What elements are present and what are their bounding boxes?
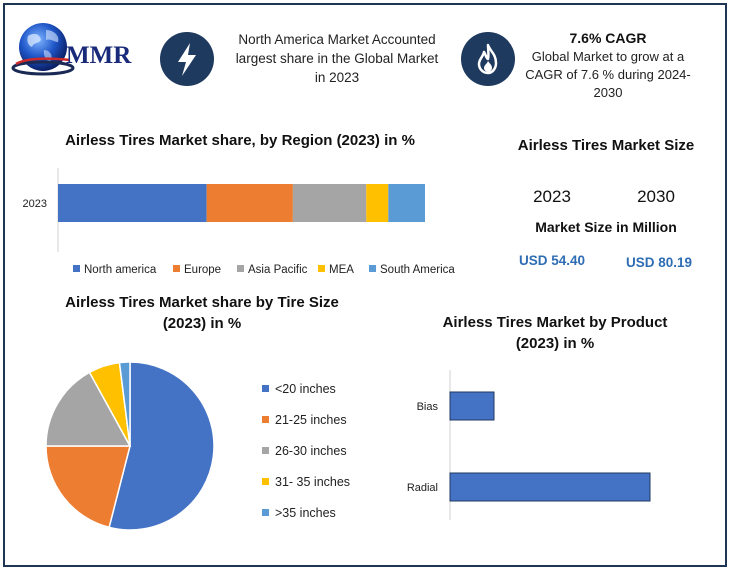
market-size-year-2030: 2030 — [637, 187, 675, 206]
region-legend-swatch — [237, 265, 244, 272]
market-size-title: Airless Tires Market Size — [517, 137, 695, 154]
region-legend-swatch — [369, 265, 376, 272]
product-bar-bias — [449, 391, 495, 421]
logo: MMR — [10, 18, 150, 82]
pie-legend-swatch — [262, 509, 269, 517]
product-category-label: Radial — [407, 482, 438, 494]
region-legend-label: MEA — [329, 264, 354, 276]
region-chart-title: Airless Tires Market share, by Region (2… — [65, 132, 415, 149]
tire-size-pie-chart — [45, 361, 215, 531]
pie-legend-swatch — [262, 385, 269, 393]
market-size-value-2023: USD 54.40 — [519, 253, 586, 268]
tire-size-chart-title: Airless Tires Market share by Tire Size … — [65, 294, 339, 332]
region-category-label: 2023 — [23, 198, 47, 210]
pie-legend-item: >35 inches — [262, 506, 336, 520]
pie-slice-4 — [118, 361, 131, 447]
product-category-label: Bias — [417, 401, 439, 413]
pie-legend-item: 21-25 inches — [262, 413, 347, 427]
region-stacked-bar-chart: 2023 North america Europe Asia Pacific MEA So… — [23, 168, 455, 276]
region-legend-item: Asia Pacific — [237, 264, 308, 276]
region-bar-segment-asia-pacific — [292, 184, 367, 222]
globe-icon — [11, 23, 75, 76]
pie-legend-item: <20 inches — [262, 382, 336, 396]
pie-legend-label: 26-30 inches — [275, 444, 347, 458]
region-bar-segment-north-america — [58, 184, 207, 222]
tire-size-legend: <20 inches 21-25 inches 26-30 inches 31- 35… — [262, 382, 402, 532]
region-legend-swatch — [318, 265, 325, 272]
region-legend-item: South America — [369, 264, 455, 276]
pie-legend-label: 21-25 inches — [275, 413, 347, 427]
pie-legend-swatch — [262, 416, 269, 424]
pie-legend-label: >35 inches — [275, 506, 336, 520]
pie-legend-label: 31- 35 inches — [275, 475, 351, 489]
region-legend-label: Asia Pacific — [248, 264, 308, 276]
pie-slice-2 — [45, 371, 132, 447]
region-legend-item: North america — [73, 264, 157, 276]
logo-text: MMR — [66, 42, 132, 69]
pie-legend-label: <20 inches — [275, 382, 336, 396]
flame-icon — [461, 32, 515, 86]
pie-legend-item: 26-30 inches — [262, 444, 347, 458]
pie-slice-0 — [108, 361, 215, 531]
region-legend-swatch — [73, 265, 80, 272]
infographic-frame — [3, 3, 727, 567]
pie-legend-swatch — [262, 447, 269, 455]
pie-slice-1 — [45, 445, 131, 529]
region-legend-swatch — [173, 265, 180, 272]
market-size-year-2023: 2023 — [533, 187, 571, 206]
region-legend-item: MEA — [318, 264, 354, 276]
product-bar-chart: Bias Radial — [407, 370, 651, 520]
region-legend-label: North america — [84, 264, 157, 276]
region-bar-segment-south-america — [388, 184, 425, 222]
pie-legend-item: 31- 35 inches — [262, 475, 350, 489]
region-highlight-text: North America Market Accounted largest s… — [235, 32, 439, 85]
market-size-subtitle: Market Size in Million — [535, 219, 677, 235]
product-bar-radial — [449, 472, 651, 502]
region-bar-segment-europe — [206, 184, 293, 222]
region-legend-label: Europe — [184, 264, 221, 276]
cagr-title: 7.6% CAGR — [569, 30, 647, 46]
lightning-icon — [160, 32, 214, 86]
market-size-value-2030: USD 80.19 — [626, 255, 693, 270]
region-bar-segment-mea — [366, 184, 389, 222]
product-chart-title: Airless Tires Market by Product (2023) i… — [442, 314, 668, 352]
cagr-text: Global Market to grow at a CAGR of 7.6 %… — [525, 49, 691, 100]
region-legend-label: South America — [380, 264, 455, 276]
region-legend-item: Europe — [173, 264, 221, 276]
pie-legend-swatch — [262, 478, 269, 486]
